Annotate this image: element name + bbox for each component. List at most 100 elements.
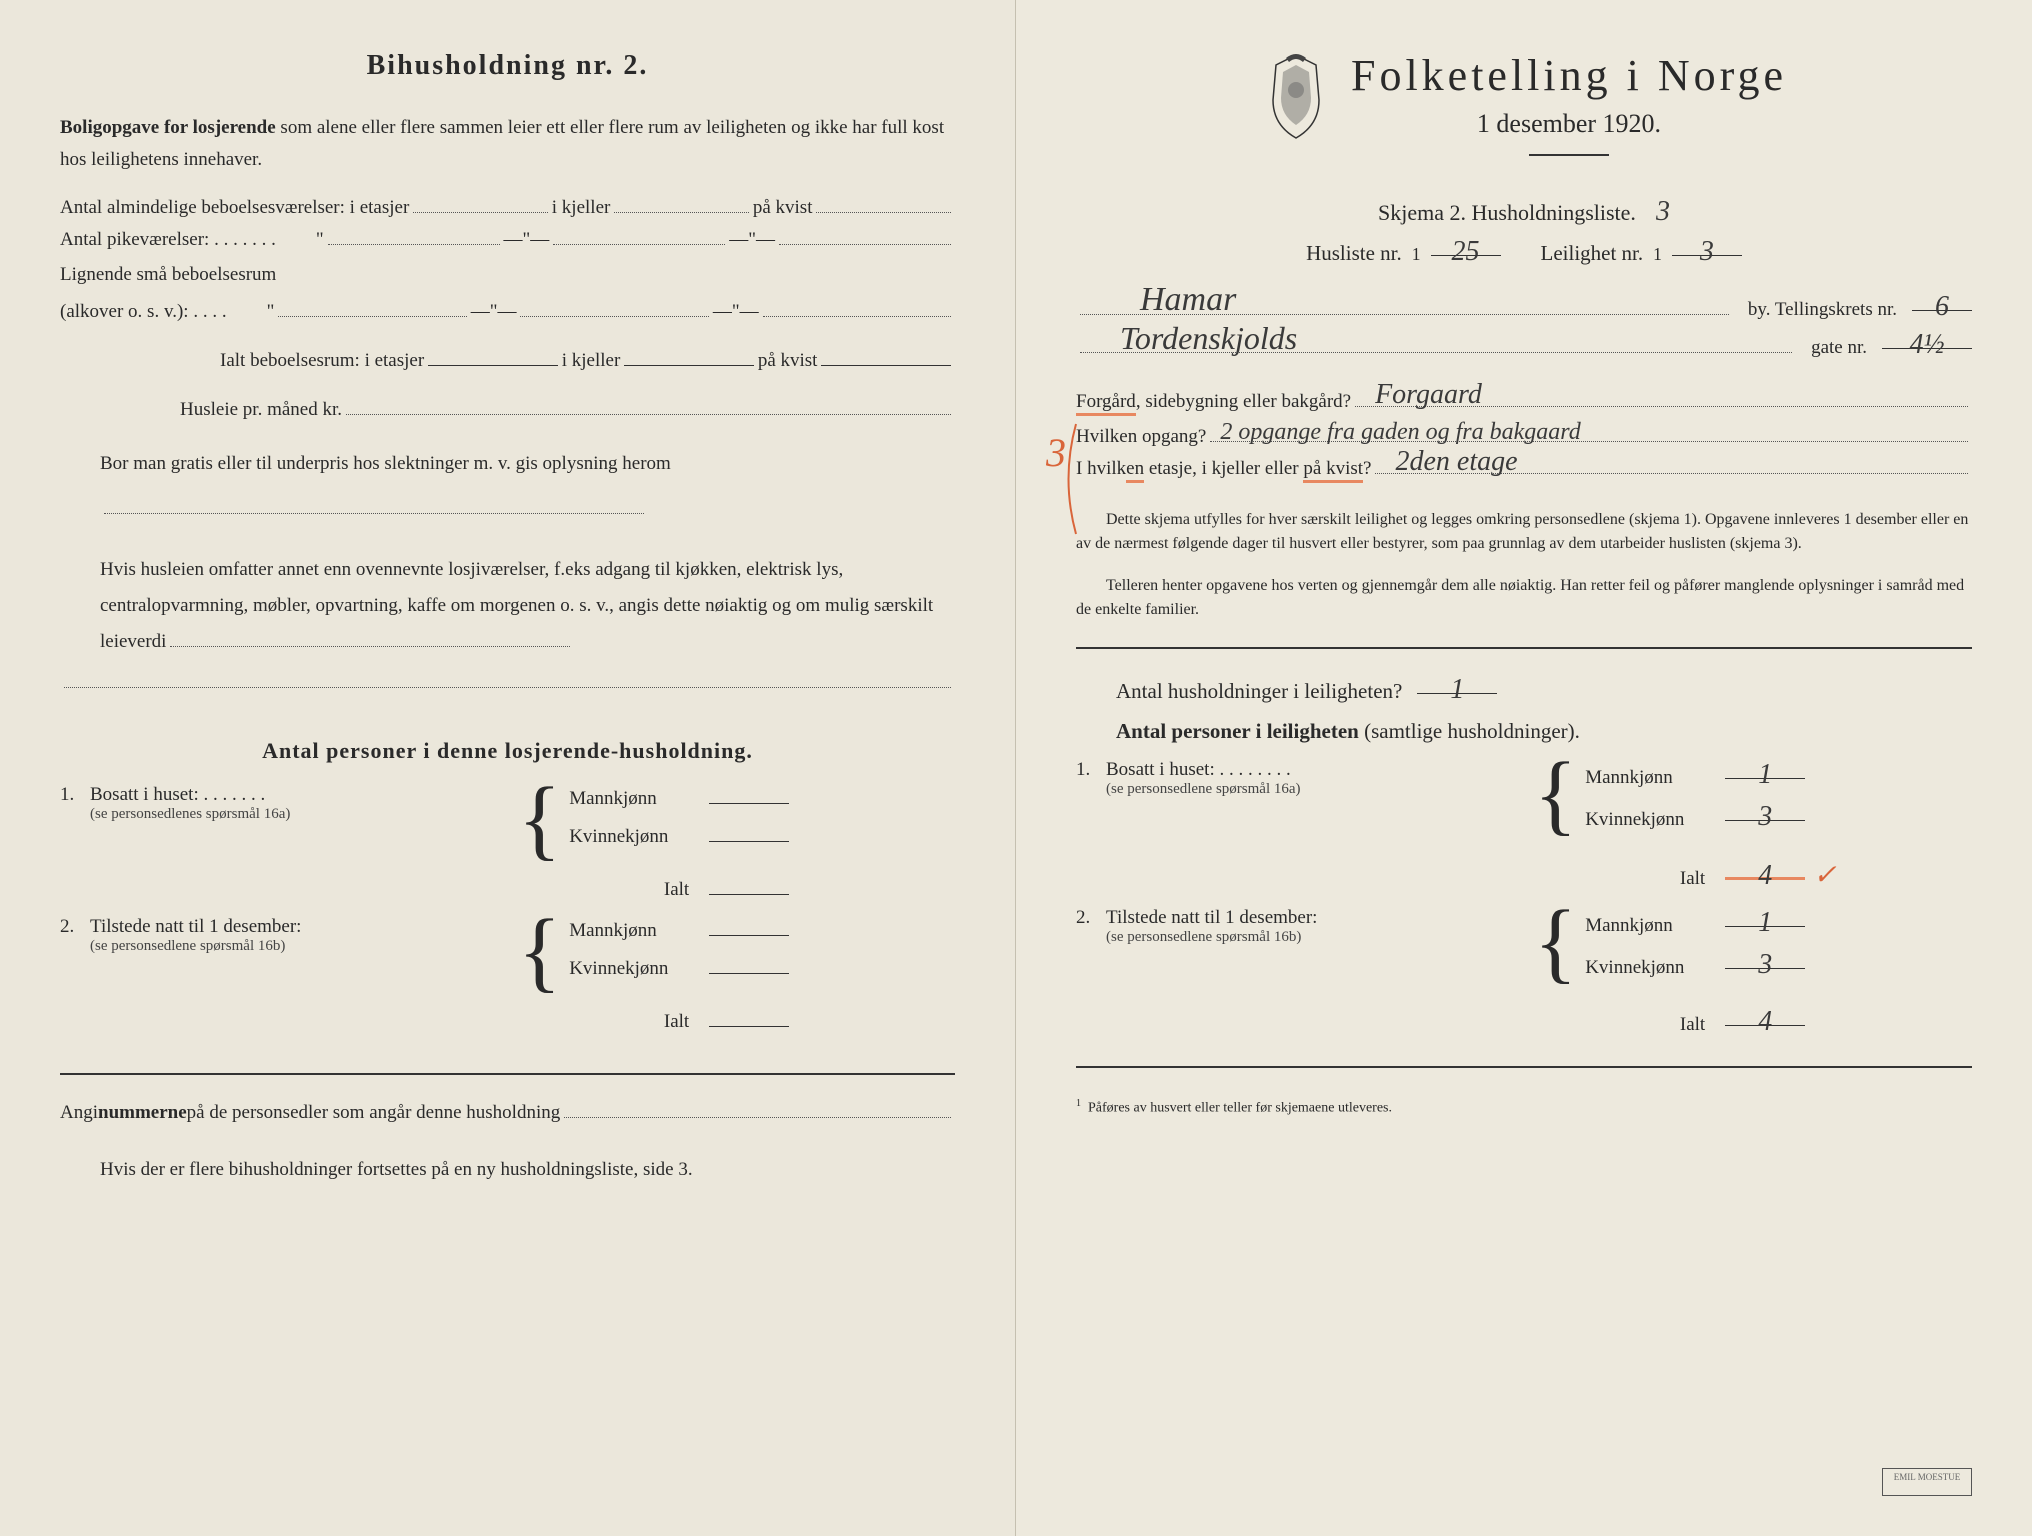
title-rule: [1529, 154, 1609, 156]
fill: [104, 496, 644, 514]
left-page: Bihusholdning nr. 2. Boligopgave for los…: [0, 0, 1016, 1536]
values: Mannkjønn1 Kvinnekjønn3 Ialt4✓: [1585, 759, 1836, 892]
kvinne-label: Kvinnekjønn: [569, 958, 709, 980]
fill: [763, 299, 951, 317]
fill: [624, 348, 754, 366]
fill: [520, 299, 708, 317]
label: I hvilken etasje, i kjeller eller på kvi…: [1076, 458, 1371, 483]
label: på kvist: [753, 197, 813, 219]
label: (alkover o. s. v.): . . . .: [60, 301, 227, 323]
q-sublabel: (se personsedlene spørsmål 16b): [90, 938, 510, 955]
t-bold: nummerne: [98, 1102, 187, 1124]
kvinne-label: Kvinnekjønn: [569, 826, 709, 848]
location-questions: 3 Forgård, sidebygning eller bakgård? Fo…: [1076, 389, 1972, 483]
kvinne-label: Kvinnekjønn: [1585, 809, 1725, 831]
hand-city: Hamar: [1140, 281, 1236, 319]
label-block: Tilstede natt til 1 desember: (se person…: [90, 916, 510, 955]
brace-icon: {: [1534, 907, 1577, 979]
hand-value: 4: [1758, 860, 1772, 891]
ialt-label: Ialt: [1585, 868, 1725, 890]
label-block: Tilstede natt til 1 desember: (se person…: [1106, 907, 1526, 946]
hand-value: 1: [1450, 674, 1464, 705]
separator: [1076, 647, 1972, 649]
label-block: Bosatt i huset: . . . . . . . (se person…: [90, 784, 510, 823]
fill: [614, 195, 749, 213]
ialt-label: Ialt: [569, 1011, 709, 1033]
num: 1.: [1076, 759, 1106, 781]
bottom-nummerne: Angi nummerne på de personsedler som ang…: [60, 1100, 955, 1124]
left-q1: 1. Bosatt i huset: . . . . . . . (se per…: [60, 784, 955, 901]
label: by. Tellingskrets nr.: [1748, 299, 1897, 321]
hand-value: 6: [1935, 291, 1949, 322]
label: gate nr.: [1811, 337, 1867, 359]
footnote: 1 Påføres av husvert eller teller før sk…: [1076, 1098, 1972, 1117]
section2-title: Antal personer i denne losjerende-hushol…: [60, 738, 955, 764]
label: Ialt beboelsesrum: i etasjer: [220, 350, 424, 372]
city-row: Hamar by. Tellingskrets nr. 6: [1076, 291, 1972, 321]
brace-icon: {: [1534, 759, 1577, 831]
fill: [779, 227, 951, 245]
q-sublabel: (se personsedlenes spørsmål 16a): [90, 806, 510, 823]
mann-label: Mannkjønn: [569, 920, 709, 942]
hand-value: 3: [1758, 949, 1772, 980]
para-husleien: Hvis husleien omfatter annet enn ovennev…: [100, 552, 955, 660]
fill: [709, 822, 789, 842]
fill: [821, 348, 951, 366]
footnote-text: Påføres av husvert eller teller før skje…: [1088, 1101, 1392, 1116]
label: Husliste nr.: [1306, 241, 1402, 266]
q-label: Tilstede natt til 1 desember:: [90, 916, 510, 938]
values: Mannkjønn Kvinnekjønn Ialt: [569, 916, 789, 1033]
antal-hush-row: Antal husholdninger i leiligheten? 1: [1116, 674, 1972, 704]
hand-value: 2 opgange fra gaden og fra bakgaard: [1220, 419, 1580, 446]
printer-stamp: EMIL MOESTUE: [1882, 1468, 1972, 1496]
fill: [709, 1007, 789, 1027]
fill: [346, 397, 951, 415]
brace-icon: {: [518, 916, 561, 988]
intro-bold: Boligopgave for losjerende: [60, 117, 276, 138]
label-block: Bosatt i huset: . . . . . . . . (se pers…: [1106, 759, 1526, 798]
label: Antal pikeværelser: . . . . . . .: [60, 229, 276, 251]
fill: [413, 195, 548, 213]
label-suffix: (samtlige husholdninger).: [1359, 719, 1580, 743]
t: på de personsedler som angår denne husho…: [187, 1102, 561, 1124]
mann-label: Mannkjønn: [1585, 915, 1725, 937]
fill: [278, 299, 466, 317]
label: i kjeller: [562, 350, 621, 372]
q-sublabel: (se personsedlene spørsmål 16a): [1106, 781, 1526, 798]
hand-value: 2den etage: [1395, 446, 1517, 478]
street-row: Tordenskjolds gate nr. 4½: [1076, 329, 1972, 359]
right-q2: 2. Tilstede natt til 1 desember: (se per…: [1076, 907, 1972, 1036]
fill: [709, 954, 789, 974]
label: Skjema 2. Husholdningsliste.: [1378, 200, 1636, 226]
row-husleie: Husleie pr. måned kr.: [180, 397, 955, 421]
main-title: Folketelling i Norge: [1351, 50, 1787, 101]
fill: [709, 916, 789, 936]
fill: [553, 227, 725, 245]
title-block: Folketelling i Norge 1 desember 1920.: [1351, 50, 1787, 186]
right-q1: 1. Bosatt i huset: . . . . . . . . (se p…: [1076, 759, 1972, 892]
fill: [816, 195, 951, 213]
ialt-label: Ialt: [569, 879, 709, 901]
num: 1.: [60, 784, 90, 806]
etasje-row: I hvilken etasje, i kjeller eller på kvi…: [1076, 456, 1972, 483]
instructions-2: Telleren henter opgavene hos verten og g…: [1076, 574, 1972, 622]
fill: [170, 629, 570, 647]
separator: [1076, 1066, 1972, 1068]
label: Antal almindelige beboelsesværelser: i e…: [60, 197, 409, 219]
values: Mannkjønn Kvinnekjønn Ialt: [569, 784, 789, 901]
kvinne-label: Kvinnekjønn: [1585, 957, 1725, 979]
hand-street: Tordenskjolds: [1120, 320, 1297, 357]
left-q2: 2. Tilstede natt til 1 desember: (se per…: [60, 916, 955, 1033]
hand-value: 3: [1700, 236, 1714, 267]
hand-value: 4½: [1910, 329, 1945, 360]
row-gratis: Bor man gratis eller til underpris hos s…: [100, 441, 955, 532]
label-bold: Antal personer i leiligheten: [1116, 719, 1359, 743]
label: Husleie pr. måned kr.: [180, 399, 342, 421]
check-mark: ✓: [1813, 858, 1836, 892]
ialt-label: Ialt: [1585, 1014, 1725, 1036]
hand-value: 3: [1656, 196, 1670, 228]
hand-value: Forgaard: [1375, 379, 1482, 411]
fill: [328, 227, 500, 245]
num: 2.: [60, 916, 90, 938]
fill: [709, 875, 789, 895]
